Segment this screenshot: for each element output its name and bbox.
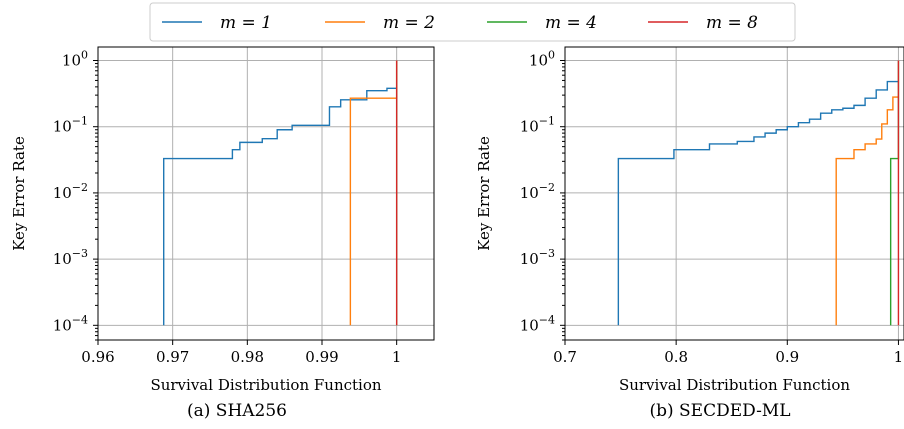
legend: m = 1 m = 2 m = 4 m = 8 xyxy=(149,2,796,42)
legend-label: m = 4 xyxy=(545,13,597,33)
x-tick-label: 0.7 xyxy=(553,348,577,366)
x-tick-label: 0.9 xyxy=(775,348,799,366)
y-axis-label: Key Error Rate xyxy=(475,136,493,251)
chart-sha256: 0.96 0.97 0.98 0.99 1 10−4 10−3 10−2 10−1 100 Surv… xyxy=(10,46,435,421)
legend-label: m = 8 xyxy=(706,13,758,33)
x-tick-label: 0.98 xyxy=(231,348,264,366)
y-tick-label: 10−4 xyxy=(53,313,88,334)
x-axis-label: Survival Distribution Function xyxy=(619,376,850,394)
legend-label: m = 2 xyxy=(383,13,435,33)
legend-label: m = 1 xyxy=(220,13,272,33)
series-line xyxy=(617,80,899,326)
plot-frame xyxy=(564,46,904,341)
series-line xyxy=(163,87,397,326)
panel-caption: (b) SECDED-ML xyxy=(649,401,790,421)
x-tick-label: 1 xyxy=(392,348,402,366)
x-tick-label: 0.8 xyxy=(664,348,688,366)
panel-caption: (a) SHA256 xyxy=(187,401,287,421)
x-axis-label: Survival Distribution Function xyxy=(150,376,381,394)
legend-frame xyxy=(149,2,796,42)
y-tick-label: 10−4 xyxy=(520,313,555,334)
grid xyxy=(564,47,904,340)
plot-frame xyxy=(97,46,435,341)
y-axis-label: Key Error Rate xyxy=(10,136,28,251)
x-tick-label: 0.97 xyxy=(156,348,189,366)
y-tick-label: 10−3 xyxy=(53,247,88,268)
x-tick-label: 1 xyxy=(894,348,904,366)
x-tick-label: 0.96 xyxy=(81,348,114,366)
y-tick-label: 10−1 xyxy=(520,115,555,136)
series-line xyxy=(835,96,899,326)
y-tick-label: 100 xyxy=(529,49,555,70)
y-tick-label: 10−2 xyxy=(520,181,555,202)
chart-secded-ml: 0.7 0.8 0.9 1 10−4 10−3 10−2 10−1 100 Survival Di… xyxy=(475,46,904,421)
y-tick-label: 10−2 xyxy=(53,181,88,202)
x-tick-label: 0.99 xyxy=(305,348,338,366)
y-tick-label: 10−3 xyxy=(520,247,555,268)
y-tick-label: 10−1 xyxy=(53,115,88,136)
y-tick-label: 100 xyxy=(62,49,88,70)
